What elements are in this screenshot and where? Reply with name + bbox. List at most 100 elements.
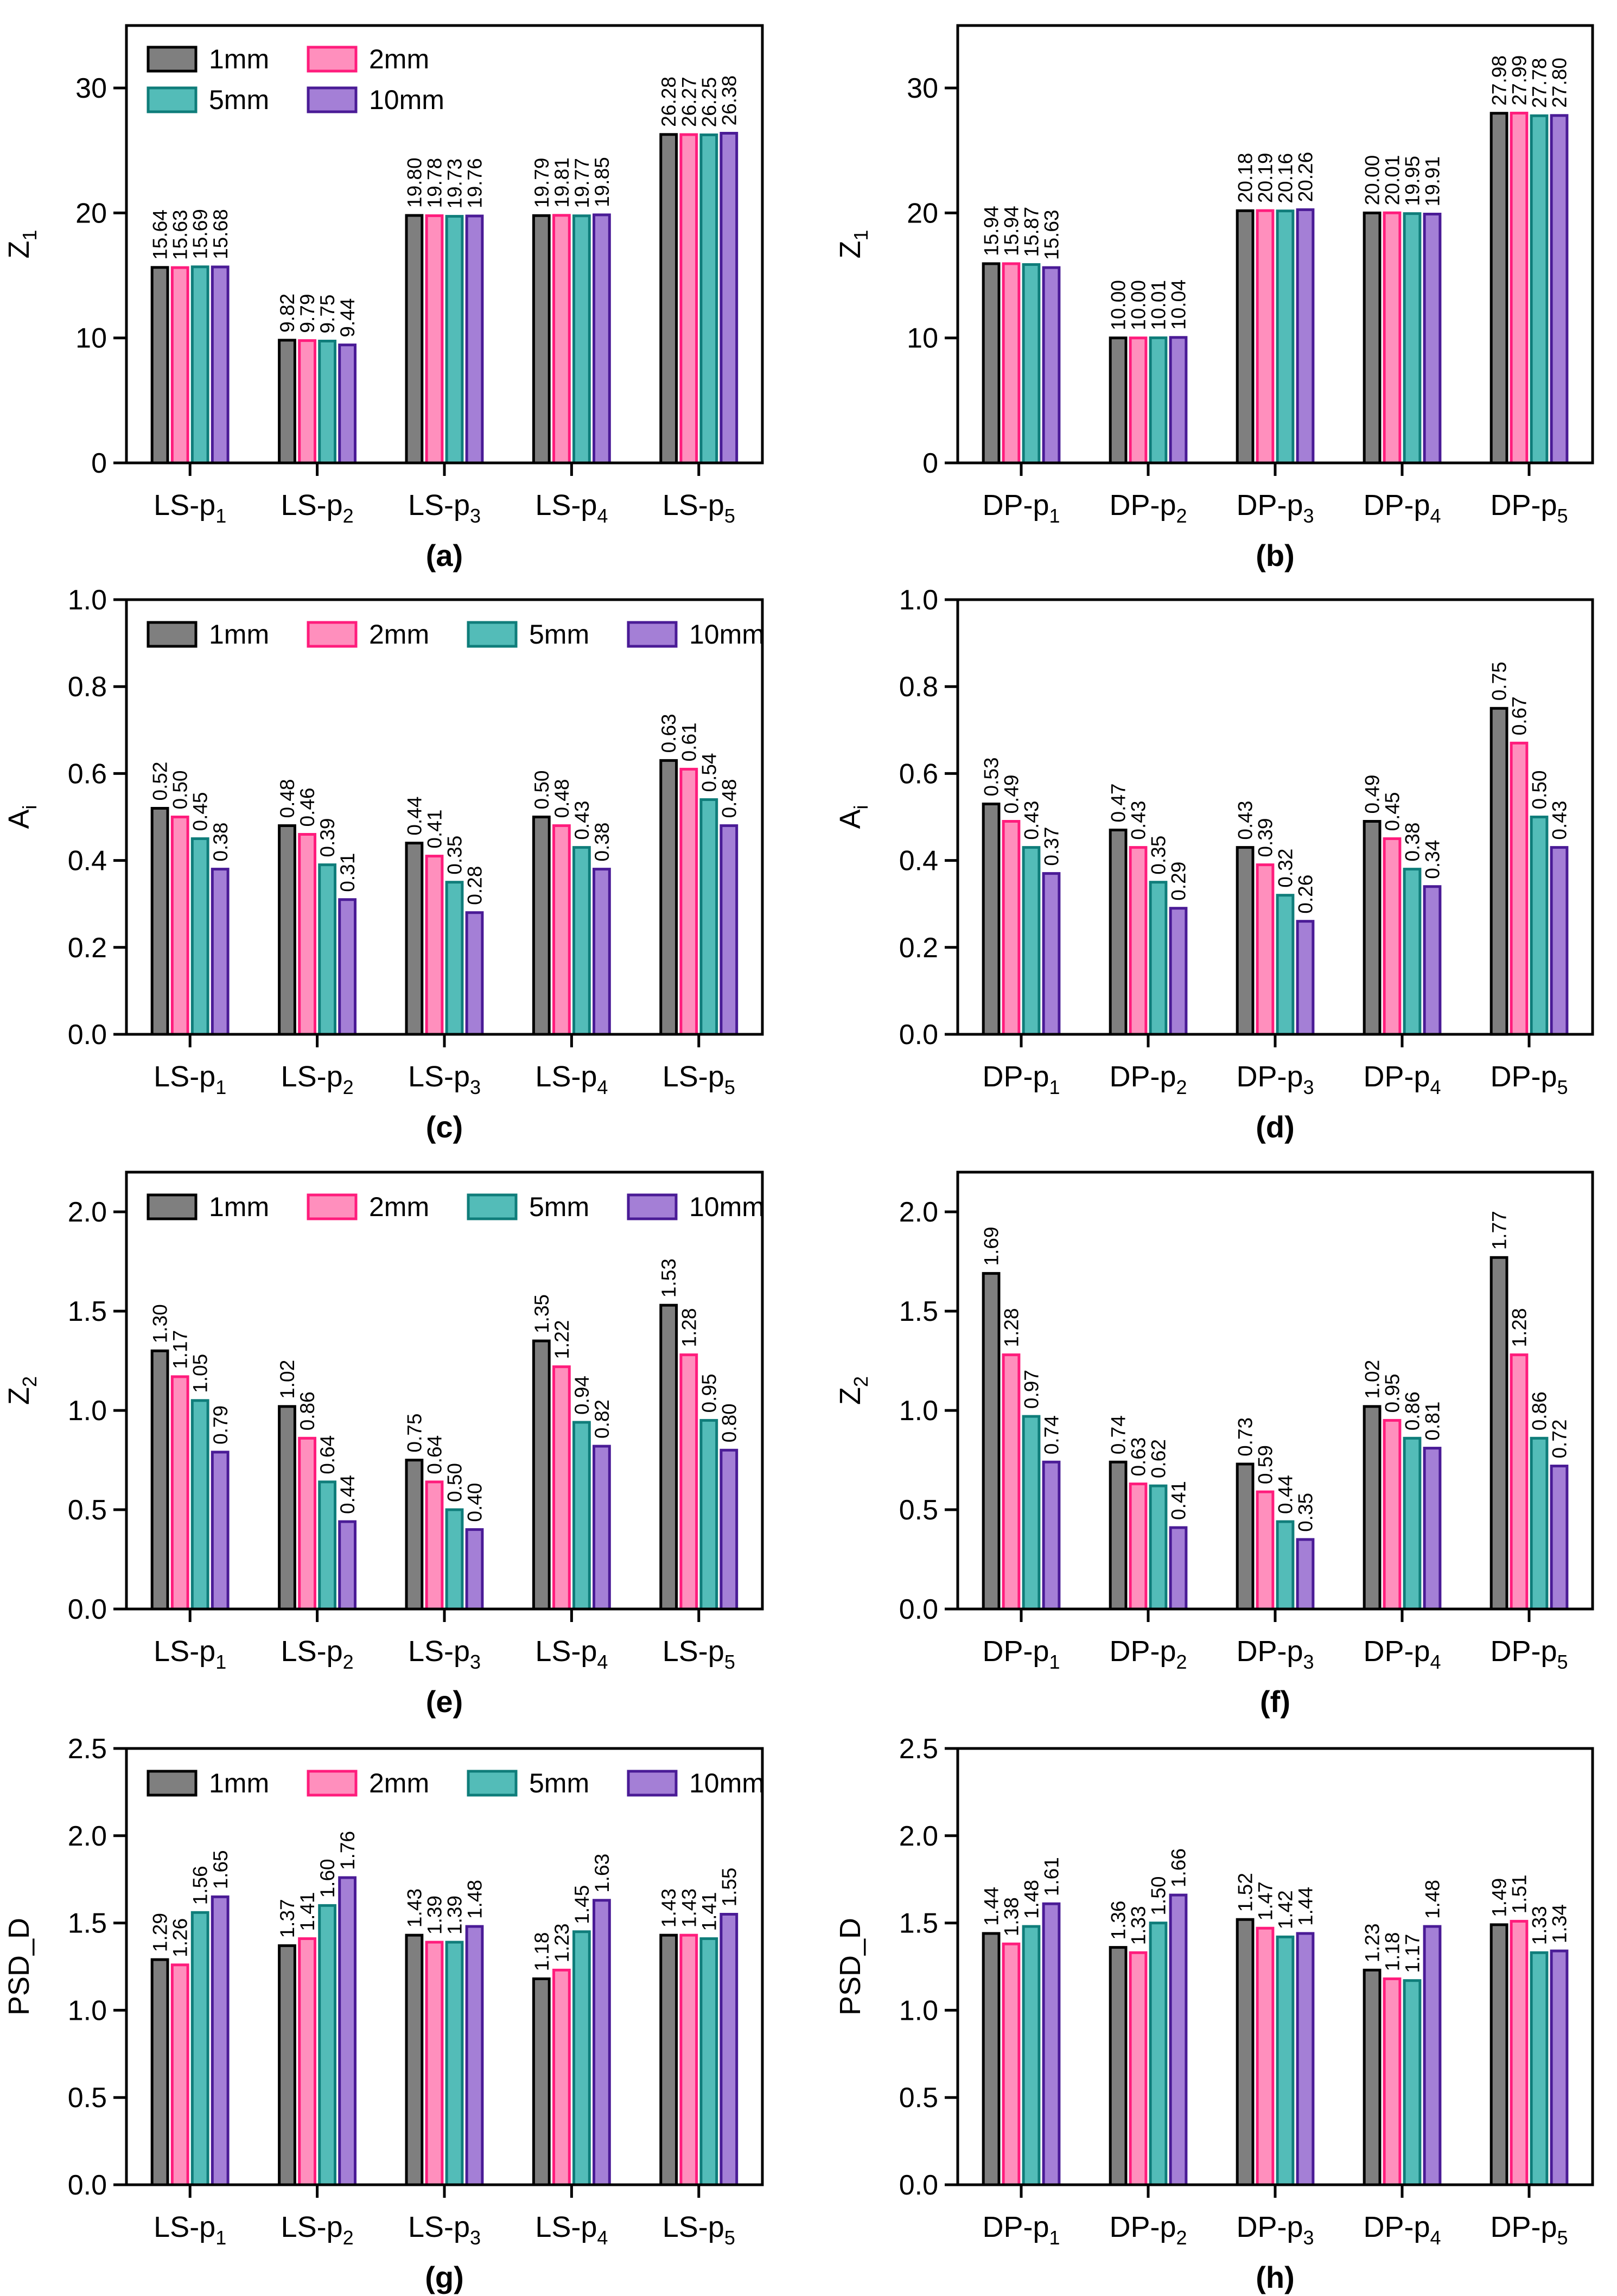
bar-1mm-ls-p2 — [278, 1405, 296, 1611]
data-label: 0.43 — [571, 801, 593, 840]
x-category-subscript: 2 — [1176, 1651, 1187, 1673]
x-category-subscript: 1 — [215, 505, 226, 527]
data-label: 1.36 — [1107, 1901, 1130, 1940]
data-label: 0.44 — [336, 1475, 359, 1514]
data-label: 0.94 — [571, 1376, 593, 1415]
data-label: 1.30 — [149, 1304, 171, 1343]
y-tick-label: 2.0 — [899, 1821, 938, 1852]
data-label: 0.35 — [444, 836, 466, 875]
bar-1mm-dp-p1 — [982, 1932, 1001, 2186]
bar-5mm-ls-p1 — [190, 837, 209, 1036]
x-category-subscript: 4 — [597, 1076, 608, 1098]
data-label: 1.33 — [1529, 1906, 1551, 1945]
legend-swatch-10mm — [627, 1770, 678, 1797]
bar-2mm-ls-p2 — [298, 339, 317, 465]
x-category-label: DP-p5 — [1490, 1060, 1568, 1098]
bar-10mm-ls-p2 — [338, 898, 357, 1036]
bar-1mm-dp-p1 — [982, 262, 1001, 465]
x-category-prefix: LS-p — [535, 1060, 597, 1093]
bar-2mm-ls-p4 — [552, 1365, 571, 1611]
data-label: 1.28 — [1001, 1308, 1023, 1347]
bar-1mm-ls-p2 — [278, 339, 296, 465]
x-category-prefix: LS-p — [408, 489, 470, 521]
y-tick-label: 0.2 — [68, 932, 107, 964]
bar-1mm-ls-p3 — [405, 842, 424, 1036]
legend-label-2mm: 2mm — [369, 1768, 429, 1798]
bar-5mm-dp-p1 — [1022, 846, 1041, 1036]
x-category-label: DP-p5 — [1490, 2211, 1568, 2249]
bar-5mm-ls-p1 — [190, 1911, 209, 2186]
data-label: 1.63 — [591, 1854, 613, 1893]
bar-5mm-ls-p1 — [190, 265, 209, 465]
y-tick-label: 0.5 — [68, 1494, 107, 1526]
x-category-label: DP-p5 — [1490, 489, 1568, 527]
legend: 1mm 2mm 5mm 10mm — [147, 44, 444, 115]
data-label: 0.86 — [1402, 1391, 1424, 1430]
data-label: 20.16 — [1275, 153, 1297, 203]
bar-2mm-dp-p1 — [1002, 820, 1021, 1036]
bar-1mm-dp-p5 — [1489, 112, 1508, 465]
bar-5mm-ls-p4 — [572, 846, 591, 1036]
x-category-label: LS-p4 — [535, 1060, 608, 1098]
bar-1mm-dp-p2 — [1109, 829, 1128, 1036]
x-category-subscript: 4 — [597, 505, 608, 527]
x-category-subscript: 3 — [1303, 2227, 1314, 2249]
legend-label-2mm: 2mm — [369, 619, 429, 650]
x-category-prefix: DP-p — [1363, 1060, 1430, 1093]
x-category-subscript: 2 — [1176, 1076, 1187, 1098]
x-category-subscript: 3 — [470, 1076, 481, 1098]
data-label: 1.52 — [1234, 1873, 1257, 1912]
data-label: 0.26 — [1295, 875, 1317, 914]
data-label: 1.45 — [571, 1885, 593, 1924]
x-category-prefix: LS-p — [663, 1635, 724, 1668]
data-label: 1.76 — [336, 1831, 359, 1870]
bar-10mm-dp-p4 — [1423, 1447, 1442, 1611]
data-label: 0.64 — [424, 1435, 446, 1474]
bar-1mm-ls-p4 — [532, 1339, 551, 1611]
bar-5mm-dp-p2 — [1149, 1922, 1168, 2186]
bar-10mm-dp-p5 — [1550, 1949, 1569, 2186]
panel-label: (g) — [425, 2260, 464, 2294]
bar-1mm-ls-p4 — [532, 214, 551, 465]
y-tick-label: 2.5 — [899, 1733, 938, 1765]
bar-2mm-dp-p2 — [1129, 1951, 1148, 2186]
data-label: 0.28 — [464, 866, 486, 905]
x-category-prefix: LS-p — [408, 2211, 470, 2243]
bar-1mm-dp-p3 — [1236, 1462, 1255, 1611]
y-axis-title-main: Z — [834, 241, 867, 259]
data-label: 0.32 — [1275, 849, 1297, 888]
bar-2mm-dp-p4 — [1383, 211, 1402, 465]
x-category-subscript: 4 — [597, 1651, 608, 1673]
data-label: 26.28 — [658, 77, 680, 127]
x-category-prefix: DP-p — [1236, 1635, 1303, 1668]
data-label: 1.23 — [551, 1923, 573, 1962]
bar-10mm-dp-p4 — [1423, 213, 1442, 465]
legend: 1mm 2mm 5mm 10mm — [147, 619, 765, 650]
data-label: 0.73 — [1234, 1417, 1257, 1457]
bar-10mm-dp-p2 — [1169, 336, 1188, 465]
bar-10mm-dp-p1 — [1042, 872, 1061, 1036]
data-label: 1.38 — [1001, 1897, 1023, 1936]
y-tick-label: 0.0 — [899, 1594, 938, 1625]
x-category-label: DP-p1 — [982, 2211, 1060, 2249]
bar-5mm-ls-p3 — [445, 1941, 464, 2186]
y-tick-label: 2.0 — [899, 1197, 938, 1228]
bar-10mm-ls-p2 — [338, 344, 357, 465]
data-label: 0.79 — [209, 1405, 232, 1445]
x-category-label: DP-p3 — [1236, 489, 1314, 527]
data-label: 19.76 — [464, 158, 486, 208]
bar-2mm-ls-p5 — [679, 133, 698, 465]
x-category-subscript: 4 — [1430, 1651, 1441, 1673]
y-tick-label: 1.5 — [68, 1908, 107, 1939]
bar-5mm-dp-p4 — [1403, 212, 1422, 465]
x-category-prefix: DP-p — [1490, 489, 1557, 521]
data-label: 1.17 — [1402, 1934, 1424, 1973]
y-tick-label: 0.4 — [899, 845, 938, 877]
bar-1mm-dp-p4 — [1363, 1405, 1382, 1611]
data-label: 0.43 — [1234, 801, 1257, 840]
data-label: 1.17 — [169, 1330, 192, 1369]
data-label: 26.27 — [678, 77, 700, 127]
x-category-prefix: LS-p — [535, 1635, 597, 1668]
legend-label-5mm: 5mm — [529, 1768, 589, 1798]
chart-panel-g: 1.29 1.37 1.43 1.18 1.43 1.26 1.41 1.39 1.23 1.43… — [3, 1733, 765, 2294]
